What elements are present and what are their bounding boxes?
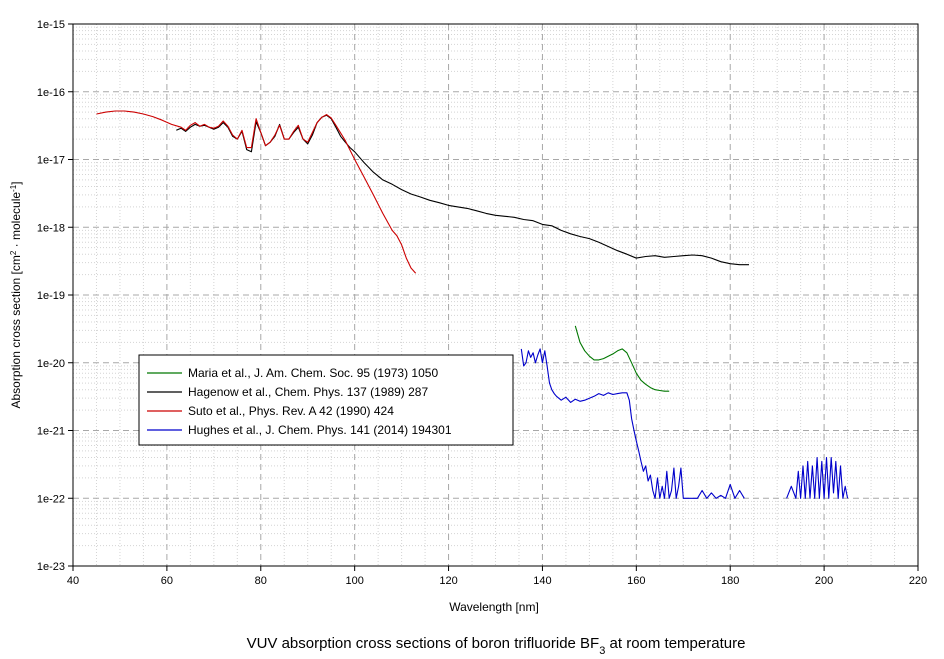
y-tick-label: 1e-23 [37, 561, 65, 573]
y-tick-label: 1e-15 [37, 19, 65, 31]
x-tick-label: 180 [721, 575, 739, 587]
caption-subscript: 3 [599, 645, 605, 657]
x-tick-labels: 40 60 80 100 120 140 160 180 200 220 [67, 575, 927, 587]
y-axis-title-sup2: -1 [9, 184, 18, 192]
series-line-4 [520, 348, 849, 499]
axis-ticks [68, 23, 919, 571]
legend-entries: Maria et al., J. Am. Chem. Soc. 95 (1973… [147, 366, 452, 437]
x-tick-label: 220 [909, 575, 927, 587]
y-axis-title-sup1: 2 [9, 250, 18, 255]
caption-suffix: at room temperature [605, 635, 745, 652]
x-tick-label: 40 [67, 575, 79, 587]
plot-series [96, 110, 849, 499]
x-tick-label: 140 [533, 575, 551, 587]
legend-box [138, 354, 514, 446]
series-line-1 [574, 325, 670, 392]
y-axis-title-part2: · molecule [9, 192, 23, 251]
y-axis-title-part3: ] [9, 181, 23, 184]
legend-label-2: Hagenow et al., Chem. Phys. 137 (1989) 2… [188, 385, 428, 399]
y-tick-label: 1e-22 [37, 493, 65, 505]
x-tick-label: 60 [161, 575, 173, 587]
caption-prefix: VUV absorption cross sections of boron t… [247, 635, 600, 652]
chart-caption: VUV absorption cross sections of boron t… [247, 635, 746, 657]
legend: Maria et al., J. Am. Chem. Soc. 95 (1973… [138, 354, 514, 446]
y-tick-labels: 1e-15 1e-16 1e-17 1e-18 1e-19 1e-20 1e-21 1e-22… [37, 19, 65, 573]
y-tick-label: 1e-18 [37, 222, 65, 234]
legend-label-4: Hughes et al., J. Chem. Phys. 141 (2014)… [188, 423, 452, 437]
y-tick-label: 1e-16 [37, 87, 65, 99]
y-tick-label: 1e-21 [37, 426, 65, 438]
x-tick-label: 100 [345, 575, 363, 587]
y-tick-label: 1e-19 [37, 290, 65, 302]
series-line-3 [96, 110, 417, 274]
legend-label-3: Suto et al., Phys. Rev. A 42 (1990) 424 [188, 404, 394, 418]
x-tick-label: 160 [627, 575, 645, 587]
y-axis-title: Absorption cross section [cm2 · molecule… [9, 181, 24, 408]
x-tick-label: 120 [439, 575, 457, 587]
x-tick-label: 80 [255, 575, 267, 587]
x-axis-title: Wavelength [nm] [449, 600, 539, 614]
legend-label-1: Maria et al., J. Am. Chem. Soc. 95 (1973… [188, 366, 438, 380]
x-tick-label: 200 [815, 575, 833, 587]
y-axis-title-part1: Absorption cross section [cm [9, 255, 23, 408]
y-tick-label: 1e-20 [37, 358, 65, 370]
y-tick-label: 1e-17 [37, 155, 65, 167]
